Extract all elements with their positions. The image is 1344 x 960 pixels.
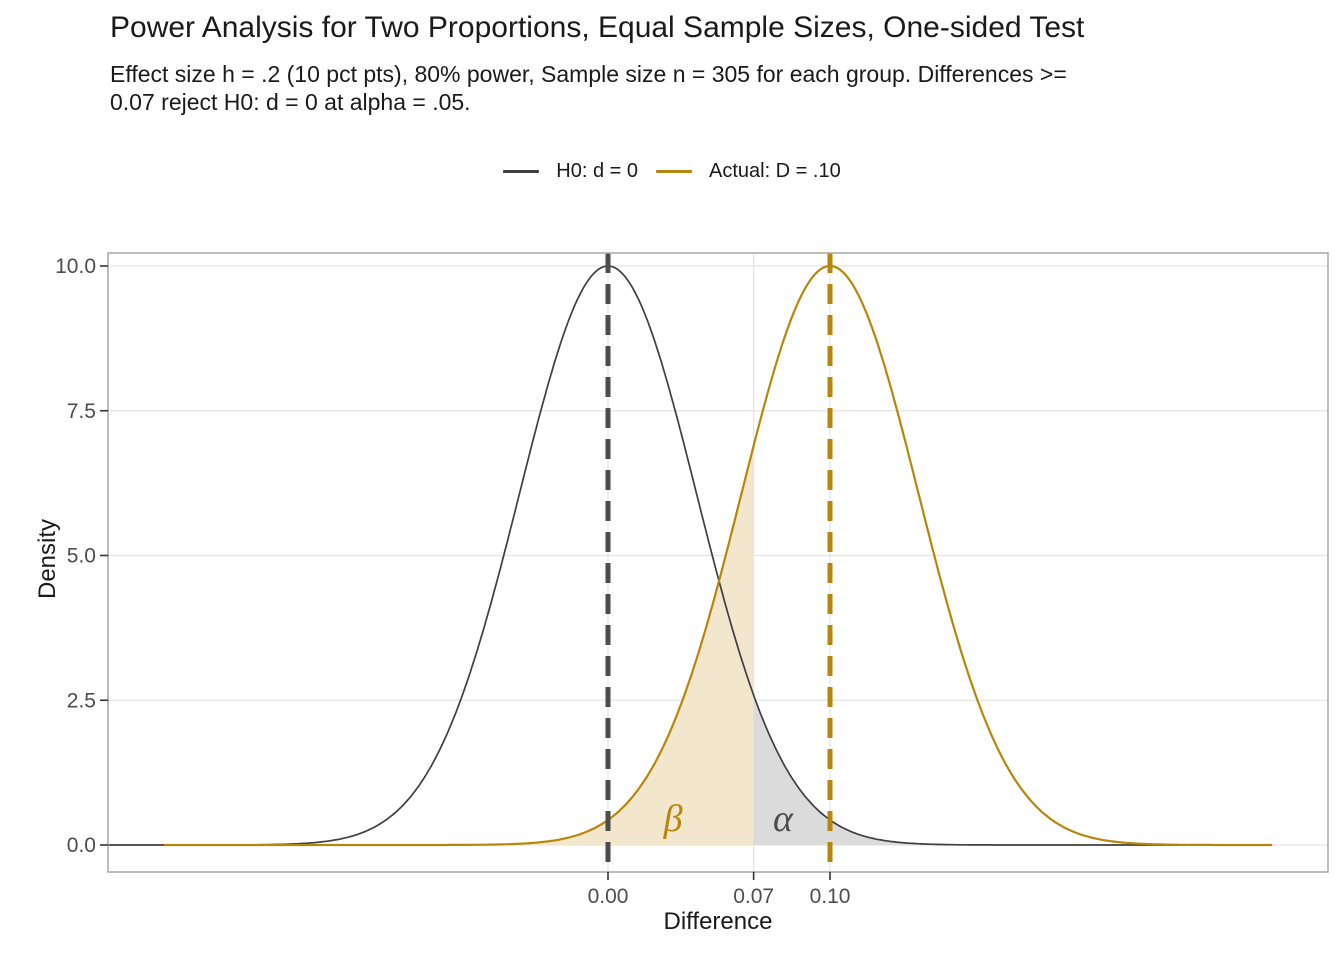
alpha-region xyxy=(753,695,1188,845)
y-tick-label-7.5: 7.5 xyxy=(67,400,96,423)
y-tick-label-2.5: 2.5 xyxy=(67,689,96,712)
y-tick-label-10.0: 10.0 xyxy=(55,255,96,278)
x-axis-title: Difference xyxy=(663,908,773,935)
x-tick-label-0.00: 0.00 xyxy=(588,885,629,908)
legend-label-h0: H0: d = 0 xyxy=(556,160,638,182)
legend-label-actual: Actual: D = .10 xyxy=(708,160,841,182)
legend-line-swatch-actual xyxy=(655,170,692,173)
y-tick-label-0.0: 0.0 xyxy=(67,834,96,857)
chart-title: Power Analysis for Two Proportions, Equa… xyxy=(110,11,1085,44)
beta-region xyxy=(164,445,754,845)
legend: H0: d = 0 Actual: D = .10 xyxy=(0,160,1344,183)
x-tick-label-0.07: 0.07 xyxy=(733,885,774,908)
chart-subtitle-line-1: Effect size h = .2 (10 pct pts), 80% pow… xyxy=(110,61,1067,87)
alpha-label: α xyxy=(773,798,794,840)
chart-subtitle-line-2: 0.07 reject H0: d = 0 at alpha = .05. xyxy=(110,89,471,115)
y-tick-label-5.0: 5.0 xyxy=(67,545,96,568)
chart-subtitle: Effect size h = .2 (10 pct pts), 80% pow… xyxy=(110,60,1067,116)
legend-item-h0: H0: d = 0 xyxy=(503,160,638,183)
legend-item-actual: Actual: D = .10 xyxy=(655,160,841,183)
beta-label: β xyxy=(663,798,683,840)
legend-line-swatch-h0 xyxy=(503,170,540,173)
actual-curve xyxy=(164,264,1273,847)
x-tick-label-0.10: 0.10 xyxy=(810,885,851,908)
y-axis-title: Density xyxy=(34,518,61,600)
panel-border xyxy=(107,252,1329,873)
